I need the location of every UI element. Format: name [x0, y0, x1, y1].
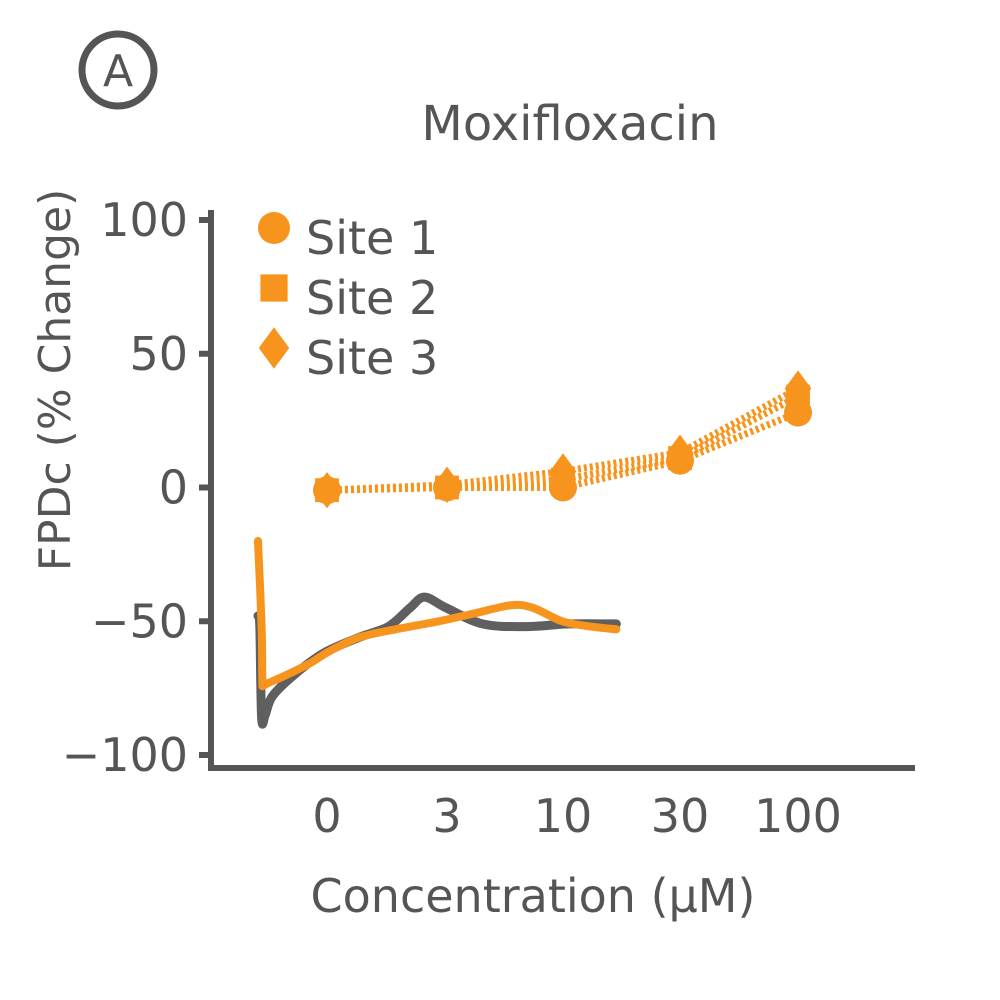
- x-tick-label: 10: [534, 789, 593, 843]
- marker-site-1: [666, 446, 694, 475]
- panel-label-circle: [78, 30, 158, 110]
- legend-marker-3: [258, 327, 290, 369]
- marker-site-1: [549, 473, 577, 502]
- y-axis-label: FPDc (% Change): [30, 189, 81, 572]
- chart-title: Moxifloxacin: [421, 96, 718, 152]
- legend-marker-1: [258, 212, 290, 244]
- legend-label-2: Site 2: [306, 271, 438, 325]
- y-tick-label: −50: [91, 594, 188, 648]
- marker-site-1: [433, 473, 461, 502]
- legend-marker-2: [260, 274, 288, 302]
- x-tick-label: 100: [754, 789, 842, 843]
- axes: [199, 210, 915, 771]
- x-axis-label: Concentration (μM): [311, 869, 756, 923]
- inset-traces: [253, 537, 621, 729]
- x-tick-labels: 0 3 10 30 100: [312, 789, 842, 843]
- y-tick-label: 50: [129, 327, 188, 381]
- legend-label-1: Site 1: [306, 211, 438, 265]
- marker-site-1: [313, 476, 341, 505]
- marker-site-1: [784, 398, 812, 427]
- panel-label: A: [103, 46, 133, 97]
- legend: Site 1 Site 2 Site 3: [258, 211, 438, 385]
- series-markers: [313, 370, 812, 509]
- x-tick-label: 0: [312, 789, 341, 843]
- legend-label-3: Site 3: [306, 331, 438, 385]
- y-tick-label: 100: [100, 193, 188, 247]
- x-tick-label: 30: [651, 789, 710, 843]
- y-tick-labels: 100 50 0 −50 −100: [62, 193, 188, 782]
- x-tick-label: 3: [432, 789, 461, 843]
- trace-orange: [254, 537, 621, 691]
- y-tick-label: 0: [159, 461, 188, 515]
- y-tick-label: −100: [62, 728, 188, 782]
